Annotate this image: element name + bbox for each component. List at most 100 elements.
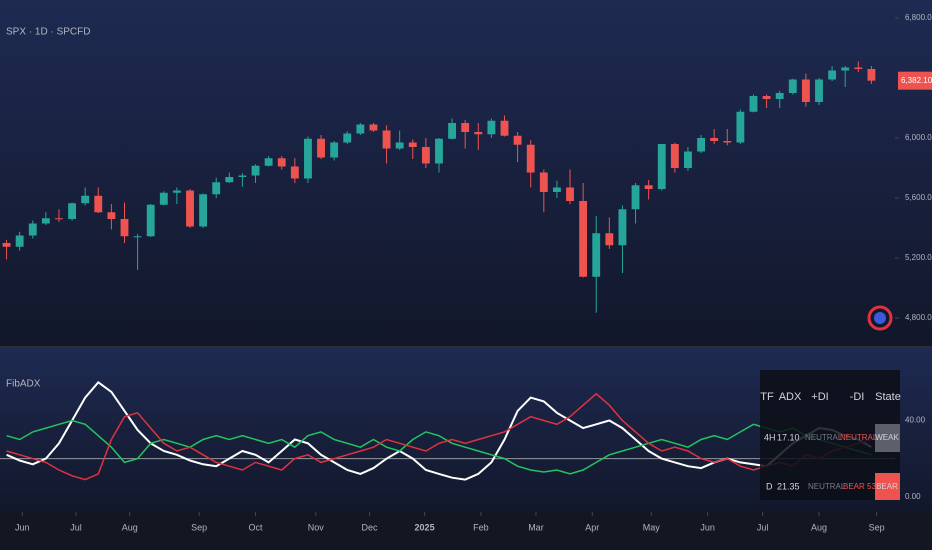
x-tick-label: Jun <box>700 522 715 532</box>
candle-body <box>343 133 352 143</box>
candle-body <box>133 236 142 238</box>
candle-body <box>2 243 11 247</box>
candle-body <box>212 182 221 195</box>
y-tick-label: 40.00 <box>905 416 926 425</box>
candle-body <box>736 111 745 143</box>
x-tick-label: Jul <box>757 522 769 532</box>
table-cell: 4H <box>764 432 776 442</box>
candle-body <box>605 233 614 246</box>
candle-body <box>146 204 155 237</box>
x-tick-label: May <box>643 522 661 532</box>
candle-body <box>448 123 457 139</box>
x-tick-label: Mar <box>528 522 544 532</box>
candle-body <box>513 135 522 145</box>
candle-body <box>644 185 653 189</box>
candle-body <box>159 192 168 205</box>
indicator-title: FibADX <box>6 379 41 390</box>
candle-body <box>238 175 247 177</box>
table-header: State <box>875 391 901 403</box>
candle-body <box>461 123 470 132</box>
candle-body <box>421 147 430 164</box>
candle-body <box>697 138 705 152</box>
candle-body <box>55 218 63 220</box>
state-cell <box>875 473 900 500</box>
candle-body <box>474 132 483 135</box>
x-tick-label: Sep <box>869 522 885 532</box>
x-tick-label: Sep <box>191 522 207 532</box>
candle-body <box>775 93 784 99</box>
x-tick-label: Aug <box>122 522 138 532</box>
candle-body <box>526 144 535 173</box>
table-cell: WEAK <box>875 433 899 442</box>
table-cell: 17.10 <box>777 432 800 442</box>
y-tick-label: 0.00 <box>905 492 921 501</box>
candle-body <box>395 142 404 149</box>
candle-body <box>841 67 850 71</box>
candle-body <box>631 185 640 210</box>
candle-body <box>186 190 194 227</box>
flag-icon <box>867 305 893 331</box>
candle-body <box>172 190 181 193</box>
candle-body <box>369 124 378 131</box>
candle-body <box>828 70 837 80</box>
candle-body <box>28 223 37 236</box>
candle-body <box>684 151 692 168</box>
last-price-tag <box>898 71 932 90</box>
table-cell: D <box>766 481 773 491</box>
candle-body <box>408 142 417 147</box>
x-tick-label: Oct <box>249 522 264 532</box>
candle-body <box>762 96 771 99</box>
candle-body <box>382 130 391 149</box>
candle-body <box>867 69 876 81</box>
candle-body <box>225 177 234 183</box>
candle-body <box>435 138 443 164</box>
table-cell: BEAR 53% <box>843 482 883 491</box>
candle-body <box>277 158 286 167</box>
candle-body <box>330 142 339 158</box>
candle-body <box>304 138 312 179</box>
price-pane <box>0 0 932 346</box>
y-tick-label: 6,000.00 <box>905 133 932 142</box>
candle-body <box>94 195 103 213</box>
x-tick-label: Jun <box>15 522 30 532</box>
candle-body <box>801 79 810 102</box>
candle-body <box>710 138 719 141</box>
x-tick-label: Dec <box>362 522 379 532</box>
pane-divider <box>0 346 932 348</box>
x-tick-label: Nov <box>308 522 325 532</box>
state-cell <box>875 424 900 452</box>
table-header: ADX <box>779 391 802 403</box>
table-header: -DI <box>850 391 865 403</box>
candle-body <box>15 235 24 247</box>
series-line <box>6 419 872 475</box>
candle-body <box>120 219 129 237</box>
plot: 4,800.00 5,200.00 5,600.00 6,000.00 6,800.00… <box>0 13 932 532</box>
y-tick-label: 4,800.00 <box>905 313 932 322</box>
candle-body <box>290 166 299 179</box>
symbol-title: SPX · 1D · SPCFD <box>6 27 90 38</box>
y-tick-label: 5,200.00 <box>905 253 932 262</box>
candle-body <box>356 124 365 134</box>
candle-body <box>264 158 273 166</box>
table-cell: NEUTRAL <box>808 482 846 491</box>
time-axis <box>0 512 932 550</box>
candle-body <box>657 144 666 189</box>
candle-body <box>815 79 823 102</box>
candle-body <box>251 165 260 176</box>
x-tick-label: 2025 <box>415 522 435 532</box>
candle-body <box>618 209 627 246</box>
x-tick-label: Apr <box>585 522 599 532</box>
candle-body <box>487 120 496 135</box>
candle-body <box>723 141 732 143</box>
candle-body <box>788 79 797 93</box>
candle-body <box>107 212 116 219</box>
state-table: TF ADX +DI -DI State 4H 17.10 NEUTRAL NE… <box>760 370 901 500</box>
candle-body <box>81 195 90 204</box>
candle-body <box>68 203 77 219</box>
candle-body <box>749 96 758 112</box>
candle-body <box>41 218 50 224</box>
candle-body <box>552 187 561 192</box>
table-header: +DI <box>811 391 828 403</box>
candle-body <box>566 187 574 201</box>
candle-body <box>539 172 548 192</box>
